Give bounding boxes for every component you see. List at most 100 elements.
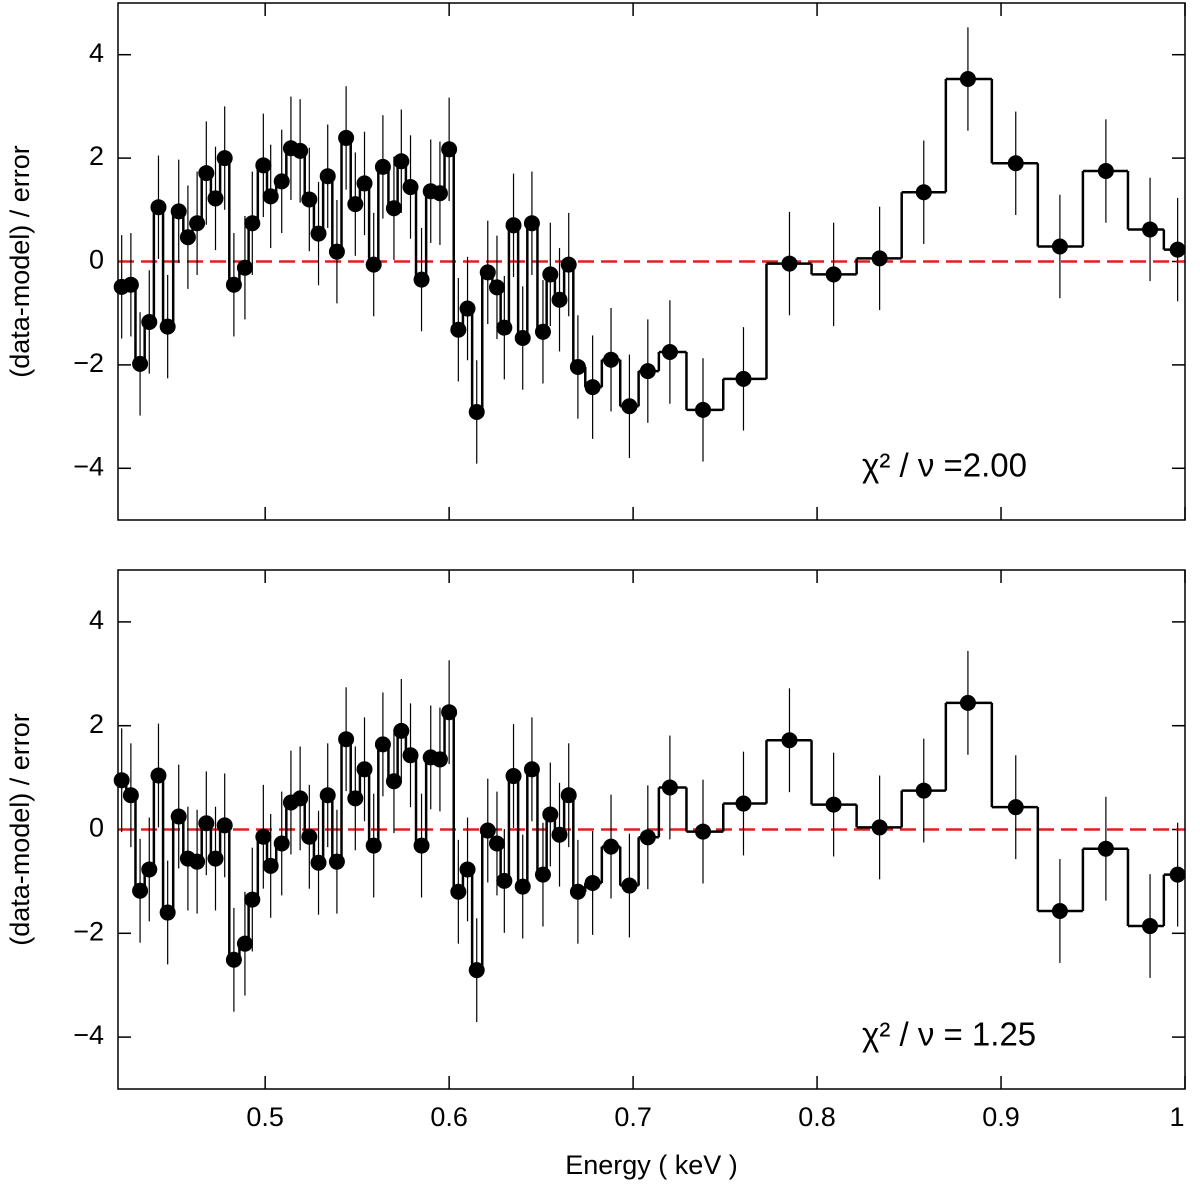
y-tick-label: 4 [89, 38, 104, 68]
point [207, 190, 224, 207]
point [301, 191, 318, 208]
point [225, 951, 242, 968]
point [216, 817, 233, 834]
point [207, 850, 224, 867]
point [441, 141, 458, 158]
point [244, 891, 261, 908]
x-tick-label: 1 [1169, 1102, 1184, 1132]
point [132, 882, 149, 899]
point [569, 358, 586, 375]
point [468, 962, 485, 979]
point [479, 822, 496, 839]
point [915, 782, 932, 799]
point [1051, 902, 1068, 919]
point [496, 319, 513, 336]
point [328, 243, 345, 260]
point [122, 787, 139, 804]
y-tick-label: −4 [73, 1020, 104, 1050]
point [262, 857, 279, 874]
y-axis-label: (data-model) / error [5, 713, 35, 946]
y-tick-label: −4 [73, 451, 104, 481]
point [959, 694, 976, 711]
point [216, 150, 233, 167]
point [621, 398, 638, 415]
point [301, 828, 318, 845]
y-tick-label: 2 [89, 141, 104, 171]
point [735, 370, 752, 387]
x-tick-label: 0.9 [982, 1102, 1020, 1132]
point [450, 321, 467, 338]
point [661, 343, 678, 360]
point [1142, 221, 1159, 238]
point [236, 935, 253, 952]
point [319, 787, 336, 804]
point [661, 779, 678, 796]
y-tick-label: 0 [89, 813, 104, 843]
point [542, 266, 559, 283]
point [514, 330, 531, 347]
point [871, 819, 888, 836]
point [551, 826, 568, 843]
point [735, 795, 752, 812]
point [431, 185, 448, 202]
point [569, 883, 586, 900]
point [113, 772, 130, 789]
point [523, 761, 540, 778]
point [402, 747, 419, 764]
point [225, 276, 242, 293]
point [1142, 918, 1159, 935]
x-tick-label: 0.8 [798, 1102, 836, 1132]
point [523, 215, 540, 232]
point [621, 877, 638, 894]
point [441, 704, 458, 721]
point [122, 276, 139, 293]
point [338, 731, 355, 748]
point [374, 736, 391, 753]
point [505, 768, 522, 785]
point [695, 823, 712, 840]
point [459, 300, 476, 317]
point [132, 355, 149, 372]
point [179, 229, 196, 246]
y-axis-label: (data-model) / error [5, 145, 35, 378]
point [402, 179, 419, 196]
point [505, 217, 522, 234]
point [1097, 840, 1114, 857]
point [1007, 155, 1024, 172]
point [159, 904, 176, 921]
point [514, 878, 531, 895]
point [141, 313, 158, 330]
point [385, 773, 402, 790]
point [468, 403, 485, 420]
point [413, 271, 430, 288]
x-tick-label: 0.5 [246, 1102, 284, 1132]
point [347, 790, 364, 807]
point [915, 184, 932, 201]
point [189, 853, 206, 870]
point [639, 829, 656, 846]
point [310, 225, 327, 242]
x-tick-label: 0.6 [430, 1102, 468, 1132]
point [385, 200, 402, 217]
point [255, 828, 272, 845]
point [255, 157, 272, 174]
point [431, 751, 448, 768]
point [273, 173, 290, 190]
point [347, 196, 364, 213]
point [356, 175, 373, 192]
point [542, 806, 559, 823]
plot-frame [117, 2, 1186, 521]
point [159, 318, 176, 335]
point [1051, 238, 1068, 255]
point [236, 259, 253, 276]
point [170, 203, 187, 220]
point [374, 158, 391, 175]
point [393, 722, 410, 739]
x-axis-label: Energy ( keV ) [565, 1150, 738, 1180]
point [488, 279, 505, 296]
point [262, 188, 279, 205]
point [150, 199, 167, 216]
point [1097, 163, 1114, 180]
point [1169, 866, 1186, 883]
